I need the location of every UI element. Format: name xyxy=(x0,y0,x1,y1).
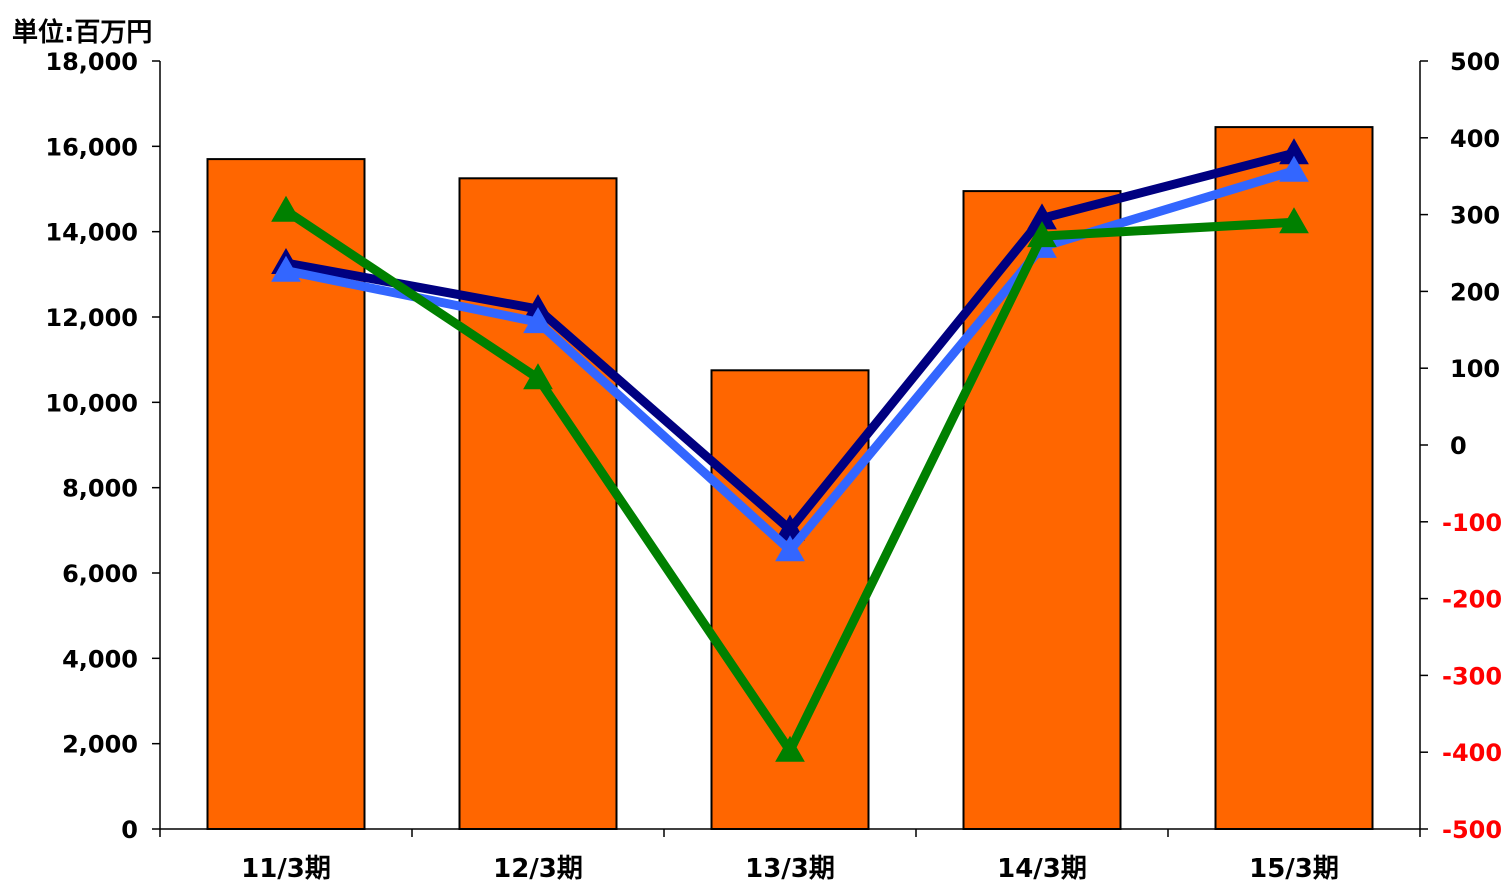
left-tick-label: 0 xyxy=(121,816,138,844)
unit-label: 単位:百万円 xyxy=(12,18,153,48)
series-2-marker-3 xyxy=(1027,221,1057,248)
bar-4 xyxy=(1214,126,1374,831)
category-label: 12/3期 xyxy=(493,854,583,883)
left-tick-label: 14,000 xyxy=(45,219,138,247)
series-1-marker-4 xyxy=(1279,155,1309,182)
right-tick-label: -400 xyxy=(1442,739,1502,767)
labels-layer: 0 2,000 4,000 6,000 8,000 10,000 12,000 14,000 1… xyxy=(45,48,1502,883)
left-tick-label: 4,000 xyxy=(62,645,138,673)
lines-layer xyxy=(271,138,1309,762)
bars-layer xyxy=(206,126,1374,831)
left-tick-label: 6,000 xyxy=(62,560,138,588)
right-tick-label: 100 xyxy=(1450,355,1500,383)
axes-layer xyxy=(152,60,1428,837)
category-label: 14/3期 xyxy=(997,854,1087,883)
series-2-marker-4 xyxy=(1279,207,1309,234)
series-1-marker-1 xyxy=(523,307,553,334)
bar-3 xyxy=(962,190,1122,831)
right-tick-label: 400 xyxy=(1450,125,1500,153)
left-tick-label: 2,000 xyxy=(62,731,138,759)
series-2-marker-0 xyxy=(271,195,301,222)
right-tick-label: -100 xyxy=(1442,509,1502,537)
series-2-marker-2 xyxy=(775,735,805,762)
left-tick-label: 8,000 xyxy=(62,475,138,503)
right-tick-label: 300 xyxy=(1450,202,1500,230)
series-1-marker-2 xyxy=(775,535,805,562)
category-label: 13/3期 xyxy=(745,854,835,883)
right-tick-label: -500 xyxy=(1442,816,1502,844)
category-label: 11/3期 xyxy=(241,854,331,883)
series-1-marker-0 xyxy=(271,255,301,282)
right-tick-label: -300 xyxy=(1442,662,1502,690)
left-tick-label: 16,000 xyxy=(45,133,138,161)
series-2-marker-1 xyxy=(523,363,553,390)
right-tick-label: 500 xyxy=(1450,48,1500,76)
category-label: 15/3期 xyxy=(1249,854,1339,883)
bar-1 xyxy=(458,177,618,831)
right-tick-label: 200 xyxy=(1450,278,1500,306)
left-tick-label: 18,000 xyxy=(45,48,138,76)
left-tick-label: 12,000 xyxy=(45,304,138,332)
right-tick-label: 0 xyxy=(1450,432,1467,460)
right-tick-label: -200 xyxy=(1442,586,1502,614)
left-tick-label: 10,000 xyxy=(45,389,138,417)
